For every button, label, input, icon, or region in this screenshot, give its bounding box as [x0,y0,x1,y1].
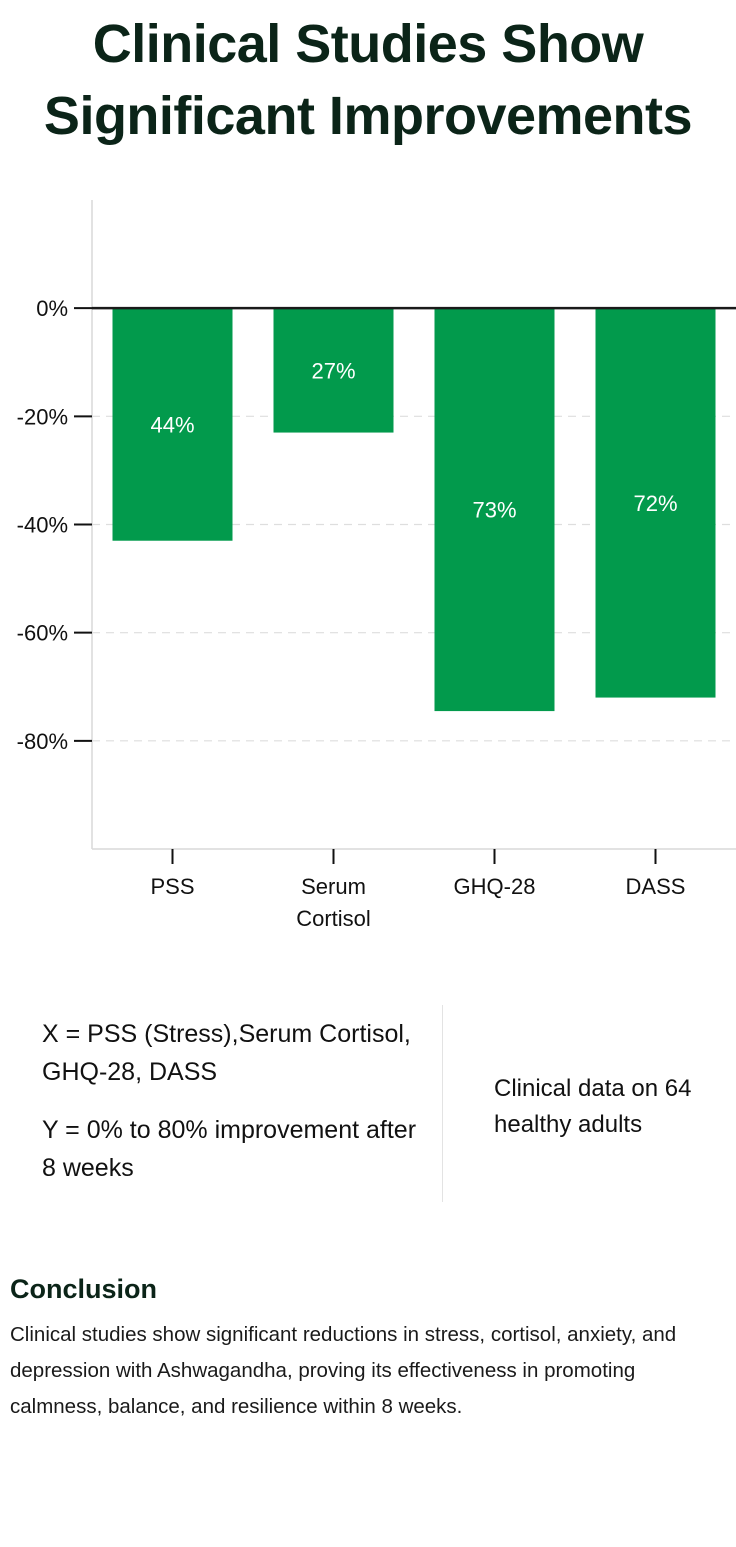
bar-value-label: 44% [150,412,194,437]
bar-dass [595,308,716,698]
y-tick-label: -60% [17,621,68,646]
info-divider [442,1005,443,1202]
bar-pss [112,308,233,541]
x-tick-label-line: Cortisol [296,906,371,931]
x-tick-label: PSS [150,874,194,899]
x-tick-label: DASS [626,874,686,899]
x-tick-label-line: DASS [626,874,686,899]
x-tick-label: GHQ-28 [454,874,536,899]
bar-chart: 0% -20% -40% -60% -80% 44% PSS 27% Serum Cortisol… [0,195,736,945]
conclusion-heading: Conclusion [10,1274,157,1304]
bar-serum-cortisol [273,308,394,433]
y-axis-description: Y = 0% to 80% improvement after 8 weeks [42,1116,417,1182]
page-title: Clinical Studies Show Significant Improv… [0,0,736,152]
x-axis-description: X = PSS (Stress),Serum Cortisol, GHQ-28,… [42,1020,411,1086]
bar-ghq-28 [434,308,555,712]
y-tick-label: -80% [17,729,68,754]
conclusion-section: Conclusion Clinical studies show signifi… [10,1274,726,1425]
x-tick-label-line: GHQ-28 [454,874,536,899]
x-tick-label-line: PSS [150,874,194,899]
y-tick-label: -40% [17,513,68,538]
y-tick-label: 0% [36,296,68,321]
bar-value-label: 73% [472,498,516,523]
chart-svg: 0% -20% -40% -60% -80% 44% PSS 27% Serum Cortisol… [17,200,736,931]
x-tick-label: Serum Cortisol [296,874,371,931]
x-tick-label-line: Serum [301,874,366,899]
conclusion-text: Clinical studies show significant reduct… [10,1323,677,1418]
bar-value-label: 72% [633,491,677,516]
title-line-1: Clinical Studies Show [92,14,644,74]
study-size-note: Clinical data on 64 healthy adults [494,1075,692,1138]
y-tick-label: -20% [17,404,68,429]
bar-value-label: 27% [311,358,355,383]
title-line-2: Significant Improvements [43,86,693,146]
chart-info-panel: X = PSS (Stress),Serum Cortisol, GHQ-28,… [0,1005,736,1205]
axis-description: X = PSS (Stress),Serum Cortisol, GHQ-28,… [42,1015,422,1207]
